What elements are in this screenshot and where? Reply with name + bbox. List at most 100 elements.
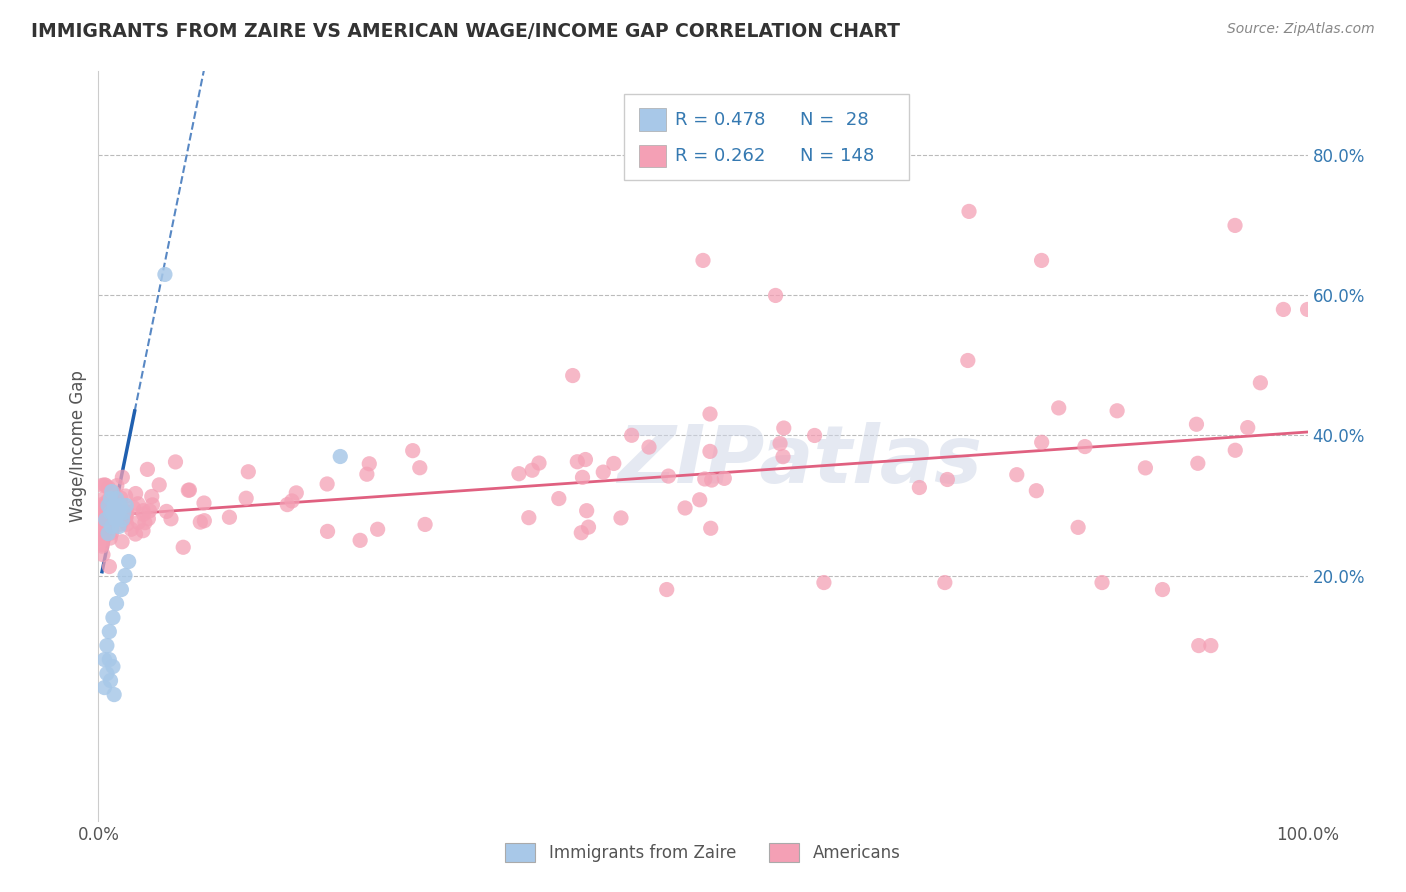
Point: [91, 537, 114, 551]
Point: [91, 508, 114, 523]
Point: [91, 539, 114, 553]
Point: [276, 498, 298, 512]
Point: [713, 471, 735, 485]
Point: [97, 526, 120, 541]
Point: [115, 506, 138, 520]
Point: [693, 472, 716, 486]
Point: [1249, 376, 1271, 390]
Point: [699, 407, 721, 421]
Point: [97, 514, 120, 528]
Point: [1005, 467, 1028, 482]
Point: [115, 505, 138, 519]
Point: [575, 504, 598, 518]
Point: [148, 478, 170, 492]
Point: [603, 457, 626, 471]
Point: [402, 443, 425, 458]
Point: [100, 525, 122, 540]
Point: [769, 436, 792, 450]
Point: [124, 486, 146, 500]
Point: [100, 673, 122, 688]
Point: [356, 467, 378, 482]
Point: [112, 506, 135, 520]
Point: [97, 493, 120, 508]
Point: [127, 516, 149, 530]
Point: [138, 504, 160, 518]
Point: [316, 477, 339, 491]
Point: [98, 511, 121, 525]
Point: [956, 353, 979, 368]
Point: [772, 421, 794, 435]
FancyBboxPatch shape: [638, 145, 665, 167]
Point: [193, 514, 215, 528]
Point: [100, 484, 122, 499]
Point: [93, 652, 115, 666]
Point: [94, 518, 117, 533]
Point: [1091, 575, 1114, 590]
Point: [165, 455, 187, 469]
Point: [100, 519, 122, 533]
FancyBboxPatch shape: [624, 94, 908, 180]
Point: [93, 499, 115, 513]
Point: [699, 521, 721, 535]
Point: [1074, 440, 1097, 454]
Text: N = 148: N = 148: [800, 147, 875, 165]
Point: [91, 507, 114, 521]
Point: [527, 456, 550, 470]
Point: [1047, 401, 1070, 415]
Point: [93, 478, 115, 492]
Point: [1135, 461, 1157, 475]
Point: [561, 368, 583, 383]
Point: [132, 507, 155, 521]
Text: R = 0.262: R = 0.262: [675, 147, 765, 165]
Point: [93, 681, 115, 695]
Point: [547, 491, 569, 506]
Point: [957, 204, 980, 219]
Point: [1107, 404, 1129, 418]
Point: [285, 486, 308, 500]
Point: [132, 504, 155, 518]
Y-axis label: Wage/Income Gap: Wage/Income Gap: [69, 370, 87, 522]
Text: ZIPatlas: ZIPatlas: [617, 422, 983, 500]
Point: [700, 473, 723, 487]
Point: [105, 597, 128, 611]
Point: [413, 517, 436, 532]
Point: [120, 522, 142, 536]
Point: [567, 455, 589, 469]
Point: [1187, 456, 1209, 470]
Point: [103, 485, 125, 500]
Point: [153, 268, 176, 282]
Point: [517, 510, 540, 524]
Point: [316, 524, 339, 539]
Point: [1223, 219, 1246, 233]
Point: [103, 688, 125, 702]
Point: [93, 505, 115, 519]
Point: [110, 500, 132, 514]
Point: [657, 469, 679, 483]
Point: [689, 492, 711, 507]
Point: [160, 512, 183, 526]
Point: [571, 470, 593, 484]
Point: [765, 288, 787, 302]
Point: [91, 497, 114, 511]
Point: [574, 452, 596, 467]
Point: [98, 652, 121, 666]
Point: [359, 457, 381, 471]
Point: [115, 517, 138, 532]
Point: [108, 499, 131, 513]
Point: [98, 559, 121, 574]
Point: [104, 506, 127, 520]
Point: [101, 501, 124, 516]
Point: [100, 491, 122, 506]
Point: [193, 496, 215, 510]
Point: [98, 624, 121, 639]
Point: [1031, 435, 1053, 450]
Point: [177, 483, 200, 498]
Point: [91, 515, 114, 529]
Point: [134, 516, 156, 530]
Point: [115, 499, 138, 513]
Point: [94, 502, 117, 516]
Point: [96, 666, 118, 681]
Point: [110, 491, 132, 506]
Point: [91, 478, 114, 492]
Point: [93, 530, 115, 544]
